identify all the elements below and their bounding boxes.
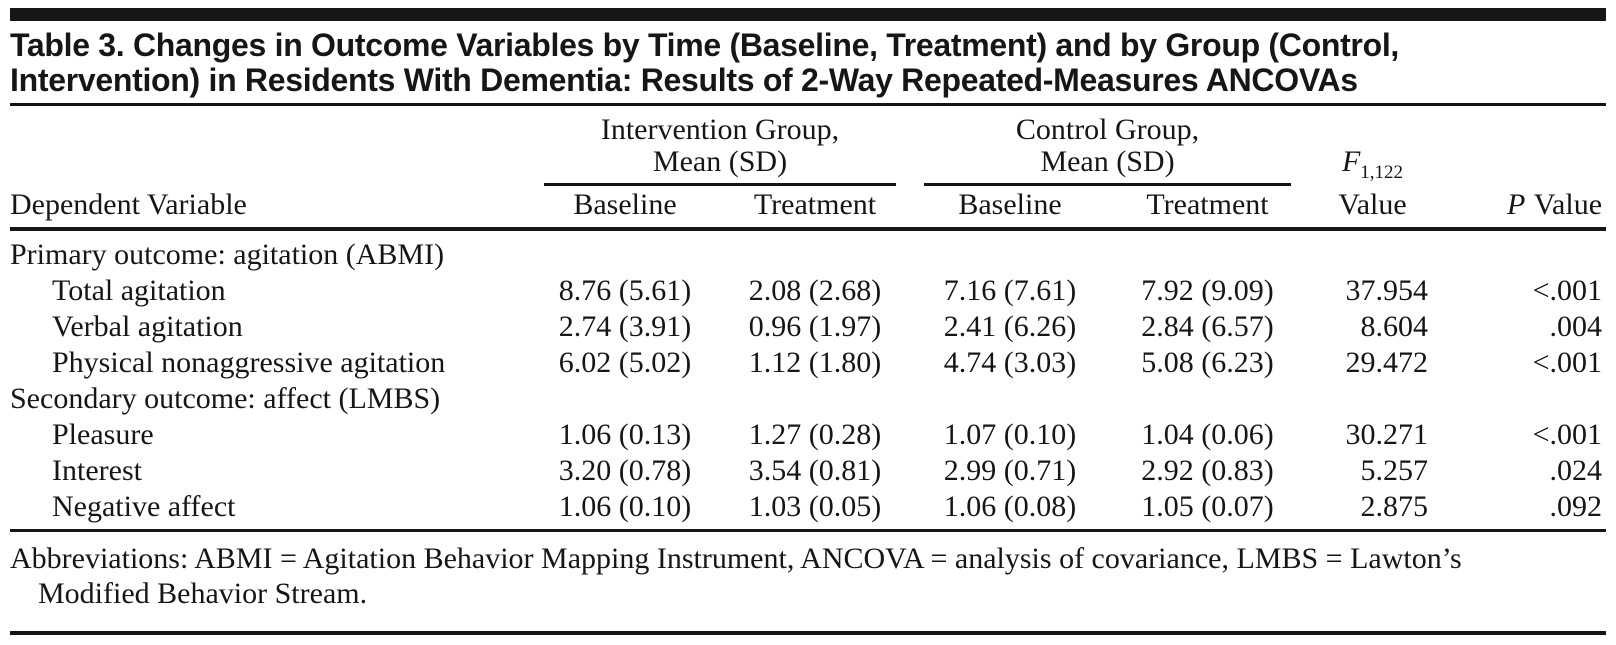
bottom-rule: [10, 631, 1606, 635]
table-title-line1: Table 3. Changes in Outcome Variables by…: [10, 27, 1400, 63]
p-symbol: P: [1506, 188, 1526, 221]
column-header-p-value: P Value: [1440, 186, 1607, 231]
cell-f-value: 29.472: [1345, 346, 1429, 379]
column-headers-row: Dependent Variable Baseline Treatment Ba…: [10, 186, 1607, 231]
column-header-control-baseline: Baseline: [910, 186, 1110, 231]
row-physical-nonaggressive-agitation: Physical nonaggressive agitation 6.02 (5…: [10, 345, 1606, 381]
row-label: Pleasure: [52, 418, 154, 451]
cell-control-baseline: 1.06 (0.08): [910, 489, 1110, 532]
cell-p-value: <.001: [1532, 418, 1603, 451]
control-group-spanner: Control Group, Mean (SD): [924, 113, 1292, 186]
row-section-primary-outcome: Primary outcome: agitation (ABMI): [10, 229, 1606, 273]
cell-intervention-treatment: 2.08 (2.68): [748, 274, 882, 307]
f-symbol: F: [1341, 145, 1361, 178]
spanner-spacer-right: [1440, 106, 1606, 186]
f-subscript: 1,122: [1360, 162, 1404, 183]
top-rule: [10, 8, 1606, 21]
row-label: Total agitation: [52, 274, 226, 307]
cell-intervention-treatment: 1.03 (0.05): [720, 489, 910, 532]
spanner-spacer-left: [10, 106, 530, 186]
row-section-secondary-outcome: Secondary outcome: affect (LMBS): [10, 381, 1606, 417]
cell-intervention-baseline: 1.06 (0.13): [558, 418, 692, 451]
p-value-label: Value: [1533, 188, 1603, 221]
cell-control-baseline: 2.41 (6.26): [943, 310, 1077, 343]
title-rule: [10, 103, 1606, 106]
section-label: Secondary outcome: affect (LMBS): [10, 382, 441, 415]
cell-p-value: .024: [1549, 454, 1603, 487]
cell-control-treatment: 1.05 (0.07): [1110, 489, 1306, 532]
row-interest: Interest 3.20 (0.78) 3.54 (0.81) 2.99 (0…: [10, 453, 1606, 489]
cell-intervention-baseline: 2.74 (3.91): [558, 310, 692, 343]
intervention-group-label-line1: Intervention Group,: [600, 113, 840, 146]
row-label: Negative affect: [10, 489, 530, 532]
cell-f-value: 37.954: [1345, 274, 1429, 307]
cell-f-value: 5.257: [1360, 454, 1429, 487]
control-group-header: Control Group, Mean (SD): [910, 106, 1305, 186]
footnote-line1: Abbreviations: ABMI = Agitation Behavior…: [10, 542, 1462, 575]
cell-p-value: .004: [1549, 310, 1603, 343]
row-label: Interest: [52, 454, 142, 487]
cell-control-baseline: 1.07 (0.10): [943, 418, 1077, 451]
cell-intervention-baseline: 6.02 (5.02): [558, 346, 692, 379]
cell-intervention-treatment: 1.27 (0.28): [748, 418, 882, 451]
cell-intervention-baseline: 1.06 (0.10): [530, 489, 720, 532]
column-header-dependent-variable: Dependent Variable: [10, 186, 530, 231]
cell-intervention-baseline: 3.20 (0.78): [558, 454, 692, 487]
column-header-intervention-treatment: Treatment: [720, 186, 910, 231]
table-title: Table 3. Changes in Outcome Variables by…: [10, 28, 1606, 98]
cell-p-value: .092: [1440, 489, 1607, 532]
f-statistic-header: F1,122: [1305, 106, 1440, 186]
cell-f-value: 2.875: [1305, 489, 1441, 532]
cell-p-value: <.001: [1532, 274, 1603, 307]
row-total-agitation: Total agitation 8.76 (5.61) 2.08 (2.68) …: [10, 273, 1606, 309]
intervention-group-spanner: Intervention Group, Mean (SD): [544, 114, 896, 186]
ancova-results-table: Intervention Group, Mean (SD) Control Gr…: [10, 106, 1607, 532]
cell-control-baseline: 4.74 (3.03): [943, 346, 1077, 379]
abbreviations-footnote: Abbreviations: ABMI = Agitation Behavior…: [10, 541, 1606, 611]
row-pleasure: Pleasure 1.06 (0.13) 1.27 (0.28) 1.07 (0…: [10, 417, 1606, 453]
cell-f-value: 8.604: [1360, 310, 1429, 343]
intervention-group-header: Intervention Group, Mean (SD): [530, 106, 910, 186]
cell-control-treatment: 2.92 (0.83): [1141, 454, 1274, 487]
column-header-control-treatment: Treatment: [1110, 186, 1306, 231]
cell-control-treatment: 7.92 (9.09): [1141, 274, 1274, 307]
cell-intervention-treatment: 0.96 (1.97): [748, 310, 882, 343]
table-title-line2: Intervention) in Residents With Dementia…: [10, 62, 1358, 98]
cell-control-baseline: 2.99 (0.71): [943, 454, 1077, 487]
cell-control-baseline: 7.16 (7.61): [943, 274, 1077, 307]
cell-control-treatment: 1.04 (0.06): [1141, 418, 1274, 451]
group-spanner-row: Intervention Group, Mean (SD) Control Gr…: [10, 106, 1606, 186]
table-figure: Table 3. Changes in Outcome Variables by…: [0, 8, 1616, 635]
row-verbal-agitation: Verbal agitation 2.74 (3.91) 0.96 (1.97)…: [10, 309, 1606, 345]
section-label: Primary outcome: agitation (ABMI): [10, 238, 445, 271]
column-header-f-value: Value: [1305, 186, 1441, 231]
cell-control-treatment: 2.84 (6.57): [1141, 310, 1274, 343]
footnote-line2: Modified Behavior Stream.: [38, 577, 368, 610]
control-group-label-line2: Mean (SD): [1040, 145, 1175, 178]
row-label: Verbal agitation: [52, 310, 243, 343]
intervention-group-label-line2: Mean (SD): [652, 145, 788, 178]
cell-control-treatment: 5.08 (6.23): [1141, 346, 1274, 379]
cell-intervention-baseline: 8.76 (5.61): [558, 274, 692, 307]
cell-p-value: <.001: [1532, 346, 1603, 379]
column-header-intervention-baseline: Baseline: [530, 186, 720, 231]
control-group-label-line1: Control Group,: [1015, 113, 1200, 146]
row-negative-affect: Negative affect 1.06 (0.10) 1.03 (0.05) …: [10, 489, 1607, 532]
row-label: Physical nonaggressive agitation: [52, 346, 446, 379]
cell-f-value: 30.271: [1345, 418, 1429, 451]
cell-intervention-treatment: 3.54 (0.81): [748, 454, 882, 487]
cell-intervention-treatment: 1.12 (1.80): [748, 346, 882, 379]
